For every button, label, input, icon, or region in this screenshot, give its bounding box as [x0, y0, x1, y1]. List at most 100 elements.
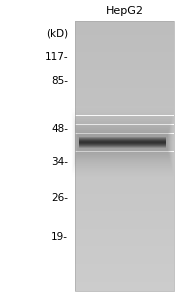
Bar [75, 199, 174, 200]
Bar [75, 172, 174, 173]
Bar [75, 104, 174, 105]
Bar [75, 163, 174, 164]
Bar [75, 127, 174, 128]
Bar [75, 152, 174, 153]
Bar [75, 119, 174, 120]
Bar [75, 121, 174, 122]
Bar [75, 115, 174, 116]
Bar [75, 151, 174, 152]
Bar [75, 209, 174, 210]
Bar [75, 21, 174, 291]
Bar [75, 76, 174, 77]
Bar [75, 105, 174, 106]
Bar [75, 110, 174, 111]
Bar [75, 280, 174, 281]
Bar [75, 203, 174, 204]
Bar [75, 25, 174, 26]
Bar [75, 169, 174, 170]
Bar [75, 214, 174, 215]
Bar [75, 259, 174, 260]
Bar [75, 54, 174, 55]
Bar [79, 140, 166, 141]
Bar [75, 120, 174, 121]
Bar [75, 160, 174, 161]
Bar [75, 217, 174, 218]
Bar [75, 247, 174, 248]
Bar [75, 282, 174, 283]
Bar [75, 108, 174, 109]
Text: (kD): (kD) [46, 28, 68, 38]
Bar [75, 79, 174, 80]
Bar [75, 193, 174, 194]
Bar [75, 99, 174, 100]
Bar [75, 216, 174, 217]
Bar [75, 194, 174, 195]
Bar [75, 81, 174, 82]
Bar [75, 236, 174, 237]
Bar [75, 225, 174, 226]
Bar [75, 56, 174, 57]
Bar [75, 192, 174, 193]
Bar [75, 58, 174, 59]
Bar [75, 93, 174, 94]
Bar [75, 112, 174, 113]
Bar [75, 34, 174, 35]
Bar [75, 75, 174, 76]
Bar [75, 284, 174, 285]
Bar [75, 143, 174, 144]
Bar [79, 142, 166, 143]
Bar [75, 91, 174, 92]
Text: HepG2: HepG2 [105, 5, 143, 16]
Bar [75, 57, 174, 58]
Bar [75, 189, 174, 190]
Bar [75, 150, 174, 151]
Bar [75, 171, 174, 172]
Bar [79, 137, 166, 138]
Bar [75, 222, 174, 223]
Bar [75, 94, 174, 95]
Bar [75, 281, 174, 282]
Bar [75, 272, 174, 273]
Bar [75, 179, 174, 180]
Bar [75, 95, 174, 96]
Bar [75, 69, 174, 70]
Bar [75, 170, 174, 171]
Bar [75, 177, 174, 178]
Bar [75, 102, 174, 103]
Bar [75, 65, 174, 66]
Bar [75, 129, 174, 130]
Bar [75, 233, 174, 234]
Bar [75, 21, 174, 22]
Bar [75, 288, 174, 289]
Bar [75, 268, 174, 269]
Bar [75, 289, 174, 290]
Bar [75, 73, 174, 74]
Bar [75, 244, 174, 245]
Bar [75, 228, 174, 229]
Bar [75, 109, 174, 110]
Bar [75, 242, 174, 243]
Bar [75, 162, 174, 163]
Bar [75, 60, 174, 61]
Bar [75, 186, 174, 187]
Bar [75, 287, 174, 288]
Bar [75, 252, 174, 253]
Bar [75, 168, 174, 169]
Bar [75, 182, 174, 183]
Bar [75, 66, 174, 67]
Text: 48-: 48- [51, 124, 68, 134]
Bar [75, 188, 174, 189]
Bar [75, 155, 174, 156]
Bar [75, 46, 174, 47]
Bar [75, 174, 174, 175]
Bar [75, 136, 174, 137]
Bar [75, 153, 174, 154]
Bar [75, 258, 174, 259]
Bar [75, 31, 174, 32]
Bar [75, 232, 174, 233]
Bar [75, 128, 174, 129]
Bar [75, 224, 174, 225]
Bar [75, 98, 174, 99]
Bar [75, 195, 174, 196]
Bar [75, 40, 174, 41]
